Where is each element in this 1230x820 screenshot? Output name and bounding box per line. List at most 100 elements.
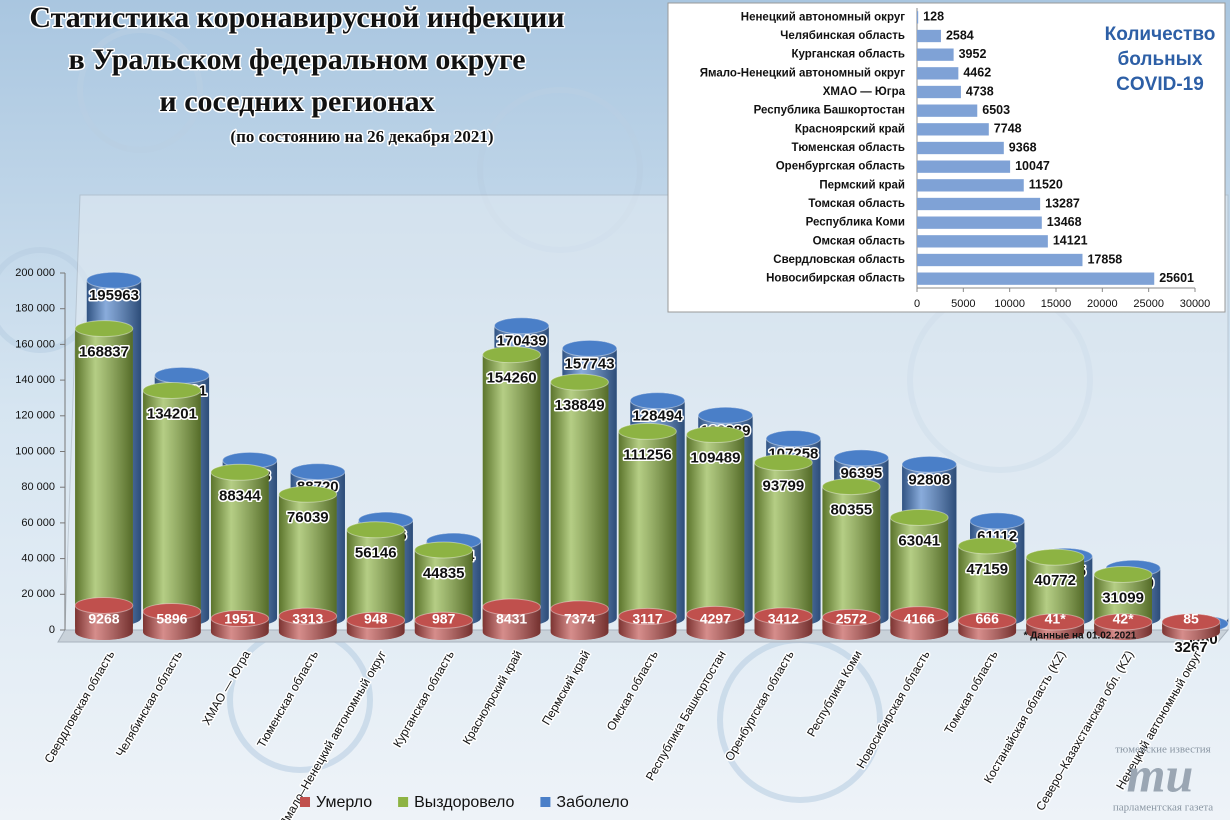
bar-cap (414, 541, 474, 559)
value-label: 4297 (700, 611, 731, 627)
bar-cap (550, 373, 609, 391)
bar-cap (414, 611, 474, 629)
x-tick-label: 30000 (1180, 298, 1211, 310)
value-label: 4738 (966, 84, 994, 98)
value-label: 11520 (1029, 178, 1063, 192)
bar-cap (1093, 565, 1153, 583)
bar-shade (346, 521, 405, 634)
annotation: * Данные на 01.02.2021 (1024, 631, 1137, 642)
bar (917, 104, 978, 117)
x-tick-label: 0 (914, 298, 920, 310)
value-label: 109489 (690, 450, 740, 467)
inset-title: больных (1118, 49, 1203, 70)
bar (917, 160, 1011, 173)
value-label: 40772 (1034, 572, 1076, 589)
y-tick-label: ХМАО — Югра (823, 86, 906, 98)
value-label: 13468 (1047, 215, 1082, 229)
y-tick-label: Свердловская область (773, 254, 905, 266)
value-label: 128494 (632, 408, 683, 425)
y-tick-label: Томская область (808, 198, 905, 210)
bar-cap (754, 454, 813, 472)
value-label: 987 (432, 611, 456, 627)
bar-cap (697, 406, 754, 424)
value-label: 111256 (623, 446, 671, 463)
x-tick-label: 5000 (951, 298, 975, 310)
bar-shade (482, 346, 541, 634)
value-label: 9268 (88, 611, 119, 627)
bar-shade (686, 426, 745, 634)
value-label: 85 (1183, 611, 1199, 627)
bar (917, 29, 941, 43)
value-label: 3412 (768, 611, 799, 627)
value-label: 2572 (836, 611, 867, 627)
inset-title: COVID-19 (1116, 74, 1204, 95)
bar-cap (1093, 613, 1153, 631)
bar-cap (278, 485, 338, 503)
y-tick-label: 160 000 (15, 338, 55, 350)
bar-cap (686, 605, 745, 623)
y-tick-label: 100 000 (15, 445, 55, 457)
legend-label: Выздоровело (414, 794, 514, 811)
bar-cap (278, 607, 338, 625)
y-tick-label: 20 000 (21, 588, 55, 600)
value-label: 9368 (1009, 140, 1037, 154)
value-label: 7374 (564, 611, 595, 627)
bar (917, 85, 961, 99)
bar-cap (821, 608, 881, 626)
value-label: 666 (976, 611, 1000, 627)
y-tick-label: 140 000 (15, 374, 55, 386)
value-label: 3117 (632, 611, 663, 627)
watermark-top: тюменские известия (1115, 744, 1211, 756)
bar-cap (889, 508, 949, 526)
y-tick-label: Омская область (813, 235, 905, 247)
bar-cap (482, 346, 541, 364)
y-tick-label: Новосибирская область (766, 273, 905, 285)
value-label: 948 (364, 611, 388, 627)
chart-title: в Уральском федеральном округе (68, 43, 525, 76)
value-label: 17858 (1087, 252, 1122, 266)
bar-cap (493, 317, 550, 335)
bar-cap (210, 463, 270, 481)
bar-cap (290, 463, 346, 481)
value-label: 80355 (830, 502, 872, 519)
watermark-logo: mu (1127, 746, 1194, 802)
value-label: 47159 (966, 561, 1008, 578)
y-tick-label: 80 000 (21, 481, 55, 493)
inset-title: Количество (1105, 24, 1216, 45)
value-label: 96395 (840, 465, 882, 482)
value-label: 168837 (79, 344, 129, 361)
y-tick-label: Красноярский край (795, 123, 905, 135)
y-tick-label: 60 000 (21, 517, 55, 529)
bar-shade (958, 537, 1017, 634)
bar-cap (901, 455, 957, 473)
y-tick-label: 120 000 (15, 410, 55, 422)
y-tick-label: Республика Башкортостан (754, 105, 905, 117)
bar (917, 48, 954, 61)
watermark-bottom: парламентская газета (1113, 802, 1213, 814)
y-tick-label: 200 000 (15, 267, 55, 279)
bar-cap (754, 607, 813, 625)
bar (917, 67, 959, 80)
value-label: 3267 (1174, 639, 1207, 656)
bar-shade (890, 509, 949, 634)
chart-title: Статистика коронавирусной инфекции (29, 1, 564, 34)
value-label: 4166 (904, 611, 935, 627)
value-label: 42* (1113, 611, 1135, 627)
bar-cap (969, 512, 1025, 530)
bar (917, 235, 1048, 248)
bar (917, 123, 989, 136)
bar (917, 197, 1041, 211)
bar-shade (550, 374, 609, 634)
bar-shade (210, 464, 269, 634)
value-label: 134201 (147, 405, 197, 422)
bar (917, 216, 1042, 229)
x-tick-label: 25000 (1133, 298, 1164, 310)
bar-cap (957, 537, 1017, 555)
value-label: 138849 (555, 397, 605, 414)
bar-cap (618, 422, 677, 440)
bar-cap (86, 271, 142, 289)
value-label: 76039 (287, 509, 329, 526)
value-label: 4462 (963, 66, 991, 80)
value-label: 3313 (292, 611, 323, 627)
bar-cap (154, 366, 210, 384)
